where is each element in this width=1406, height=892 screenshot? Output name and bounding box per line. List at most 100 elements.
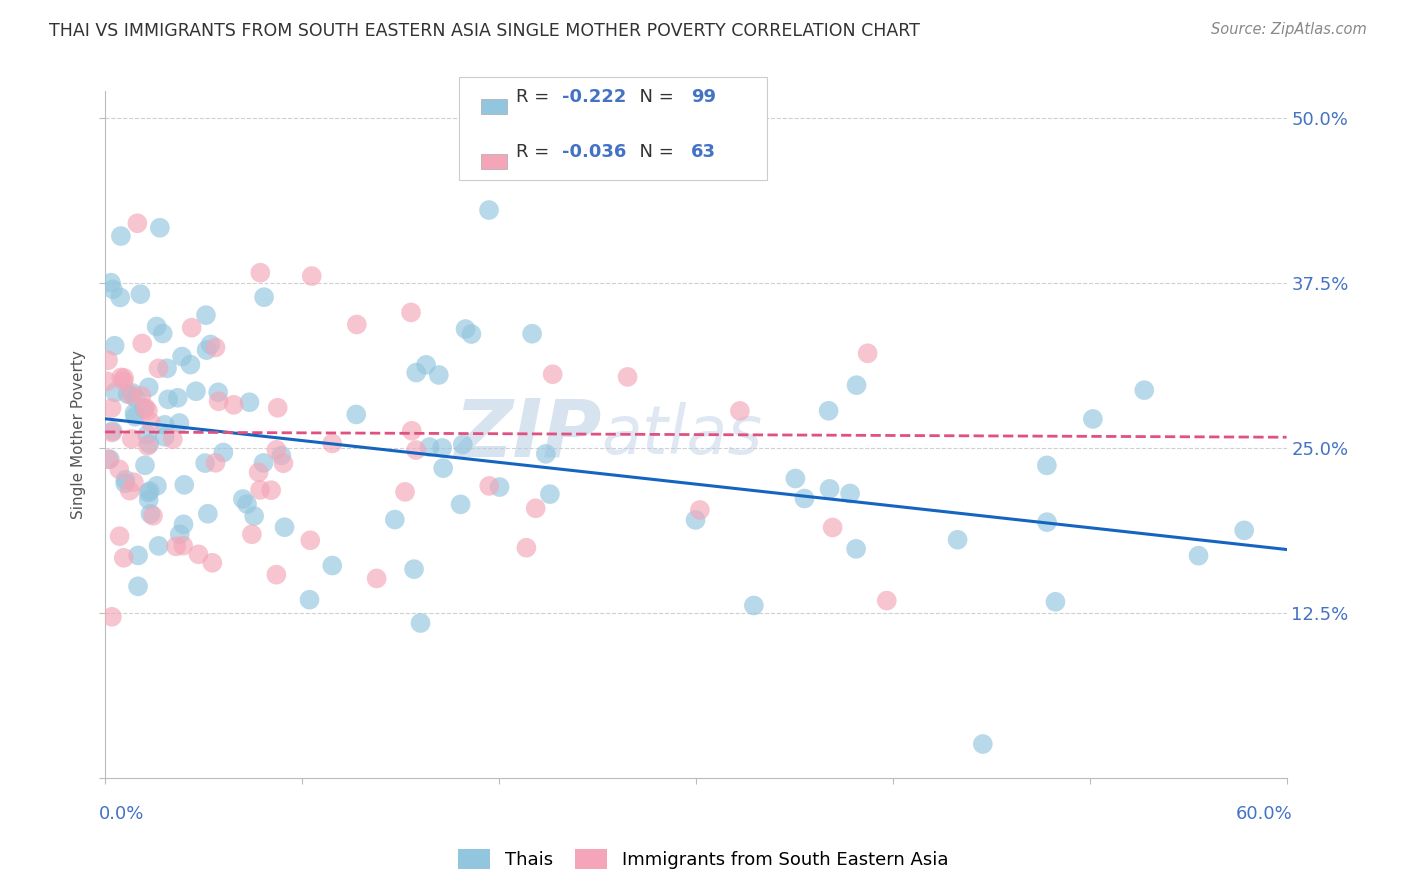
Point: [876, 593, 898, 607]
Point: [270, 449, 292, 463]
Point: [134, 401, 156, 416]
Point: [478, 479, 501, 493]
Text: Source: ZipAtlas.com: Source: ZipAtlas.com: [1211, 22, 1367, 37]
Point: [839, 486, 862, 500]
Point: [817, 404, 839, 418]
Point: [184, 384, 207, 399]
FancyBboxPatch shape: [481, 153, 506, 169]
Y-axis label: Single Mother Poverty: Single Mother Poverty: [72, 351, 86, 519]
Point: [534, 447, 557, 461]
Point: [1036, 515, 1059, 529]
Point: [197, 507, 219, 521]
FancyBboxPatch shape: [460, 78, 766, 180]
Point: [524, 501, 547, 516]
Point: [427, 368, 450, 382]
Point: [689, 503, 711, 517]
Point: [454, 322, 477, 336]
Point: [148, 539, 170, 553]
Text: -0.222: -0.222: [562, 88, 627, 106]
Point: [1187, 549, 1209, 563]
Point: [169, 416, 191, 430]
Point: [172, 539, 194, 553]
Point: [187, 547, 209, 561]
Point: [243, 508, 266, 523]
Point: [100, 276, 122, 290]
Point: [273, 520, 295, 534]
Point: [156, 361, 179, 376]
Point: [450, 497, 472, 511]
Text: ZIP: ZIP: [454, 395, 602, 474]
Point: [432, 461, 454, 475]
Point: [1036, 458, 1059, 473]
Point: [409, 615, 432, 630]
Point: [321, 436, 343, 450]
Point: [260, 483, 283, 498]
Point: [222, 398, 245, 412]
Point: [432, 441, 454, 455]
Point: [728, 404, 751, 418]
Point: [169, 527, 191, 541]
Point: [142, 508, 165, 523]
Point: [166, 391, 188, 405]
Point: [299, 533, 322, 548]
Point: [204, 456, 226, 470]
Point: [405, 443, 427, 458]
Point: [195, 343, 218, 357]
Point: [127, 549, 149, 563]
Point: [478, 202, 501, 217]
Point: [145, 319, 167, 334]
Point: [101, 425, 124, 440]
Point: [101, 609, 124, 624]
Point: [98, 452, 121, 467]
Point: [125, 391, 148, 405]
Point: [121, 386, 143, 401]
Point: [685, 513, 707, 527]
Point: [541, 368, 564, 382]
Point: [152, 326, 174, 341]
Point: [212, 445, 235, 459]
Point: [108, 290, 131, 304]
Point: [515, 541, 537, 555]
Point: [104, 339, 127, 353]
Point: [394, 484, 416, 499]
Point: [194, 456, 217, 470]
Point: [108, 529, 131, 543]
Point: [170, 350, 193, 364]
Point: [131, 336, 153, 351]
Legend: Thais, Immigrants from South Eastern Asia: Thais, Immigrants from South Eastern Asi…: [449, 839, 957, 879]
Point: [266, 442, 288, 457]
Point: [112, 550, 135, 565]
Point: [108, 462, 131, 476]
Point: [121, 432, 143, 446]
Point: [134, 401, 156, 415]
Point: [165, 540, 187, 554]
Point: [204, 341, 226, 355]
Point: [118, 483, 141, 498]
Point: [249, 483, 271, 497]
Point: [101, 282, 124, 296]
Point: [253, 290, 276, 304]
Point: [136, 439, 159, 453]
Point: [194, 308, 217, 322]
Point: [138, 380, 160, 394]
Point: [138, 492, 160, 507]
Point: [149, 220, 172, 235]
Point: [298, 592, 321, 607]
Point: [207, 385, 229, 400]
Point: [405, 366, 427, 380]
Point: [742, 599, 765, 613]
Point: [1045, 595, 1067, 609]
Point: [321, 558, 343, 573]
Point: [136, 403, 159, 417]
Point: [946, 533, 969, 547]
Point: [120, 387, 142, 401]
Point: [1233, 524, 1256, 538]
Point: [346, 318, 368, 332]
Point: [344, 408, 367, 422]
Point: [208, 394, 231, 409]
Point: [240, 527, 263, 541]
Text: 0.0%: 0.0%: [98, 805, 145, 823]
Point: [419, 440, 441, 454]
Point: [252, 456, 274, 470]
Point: [136, 485, 159, 500]
